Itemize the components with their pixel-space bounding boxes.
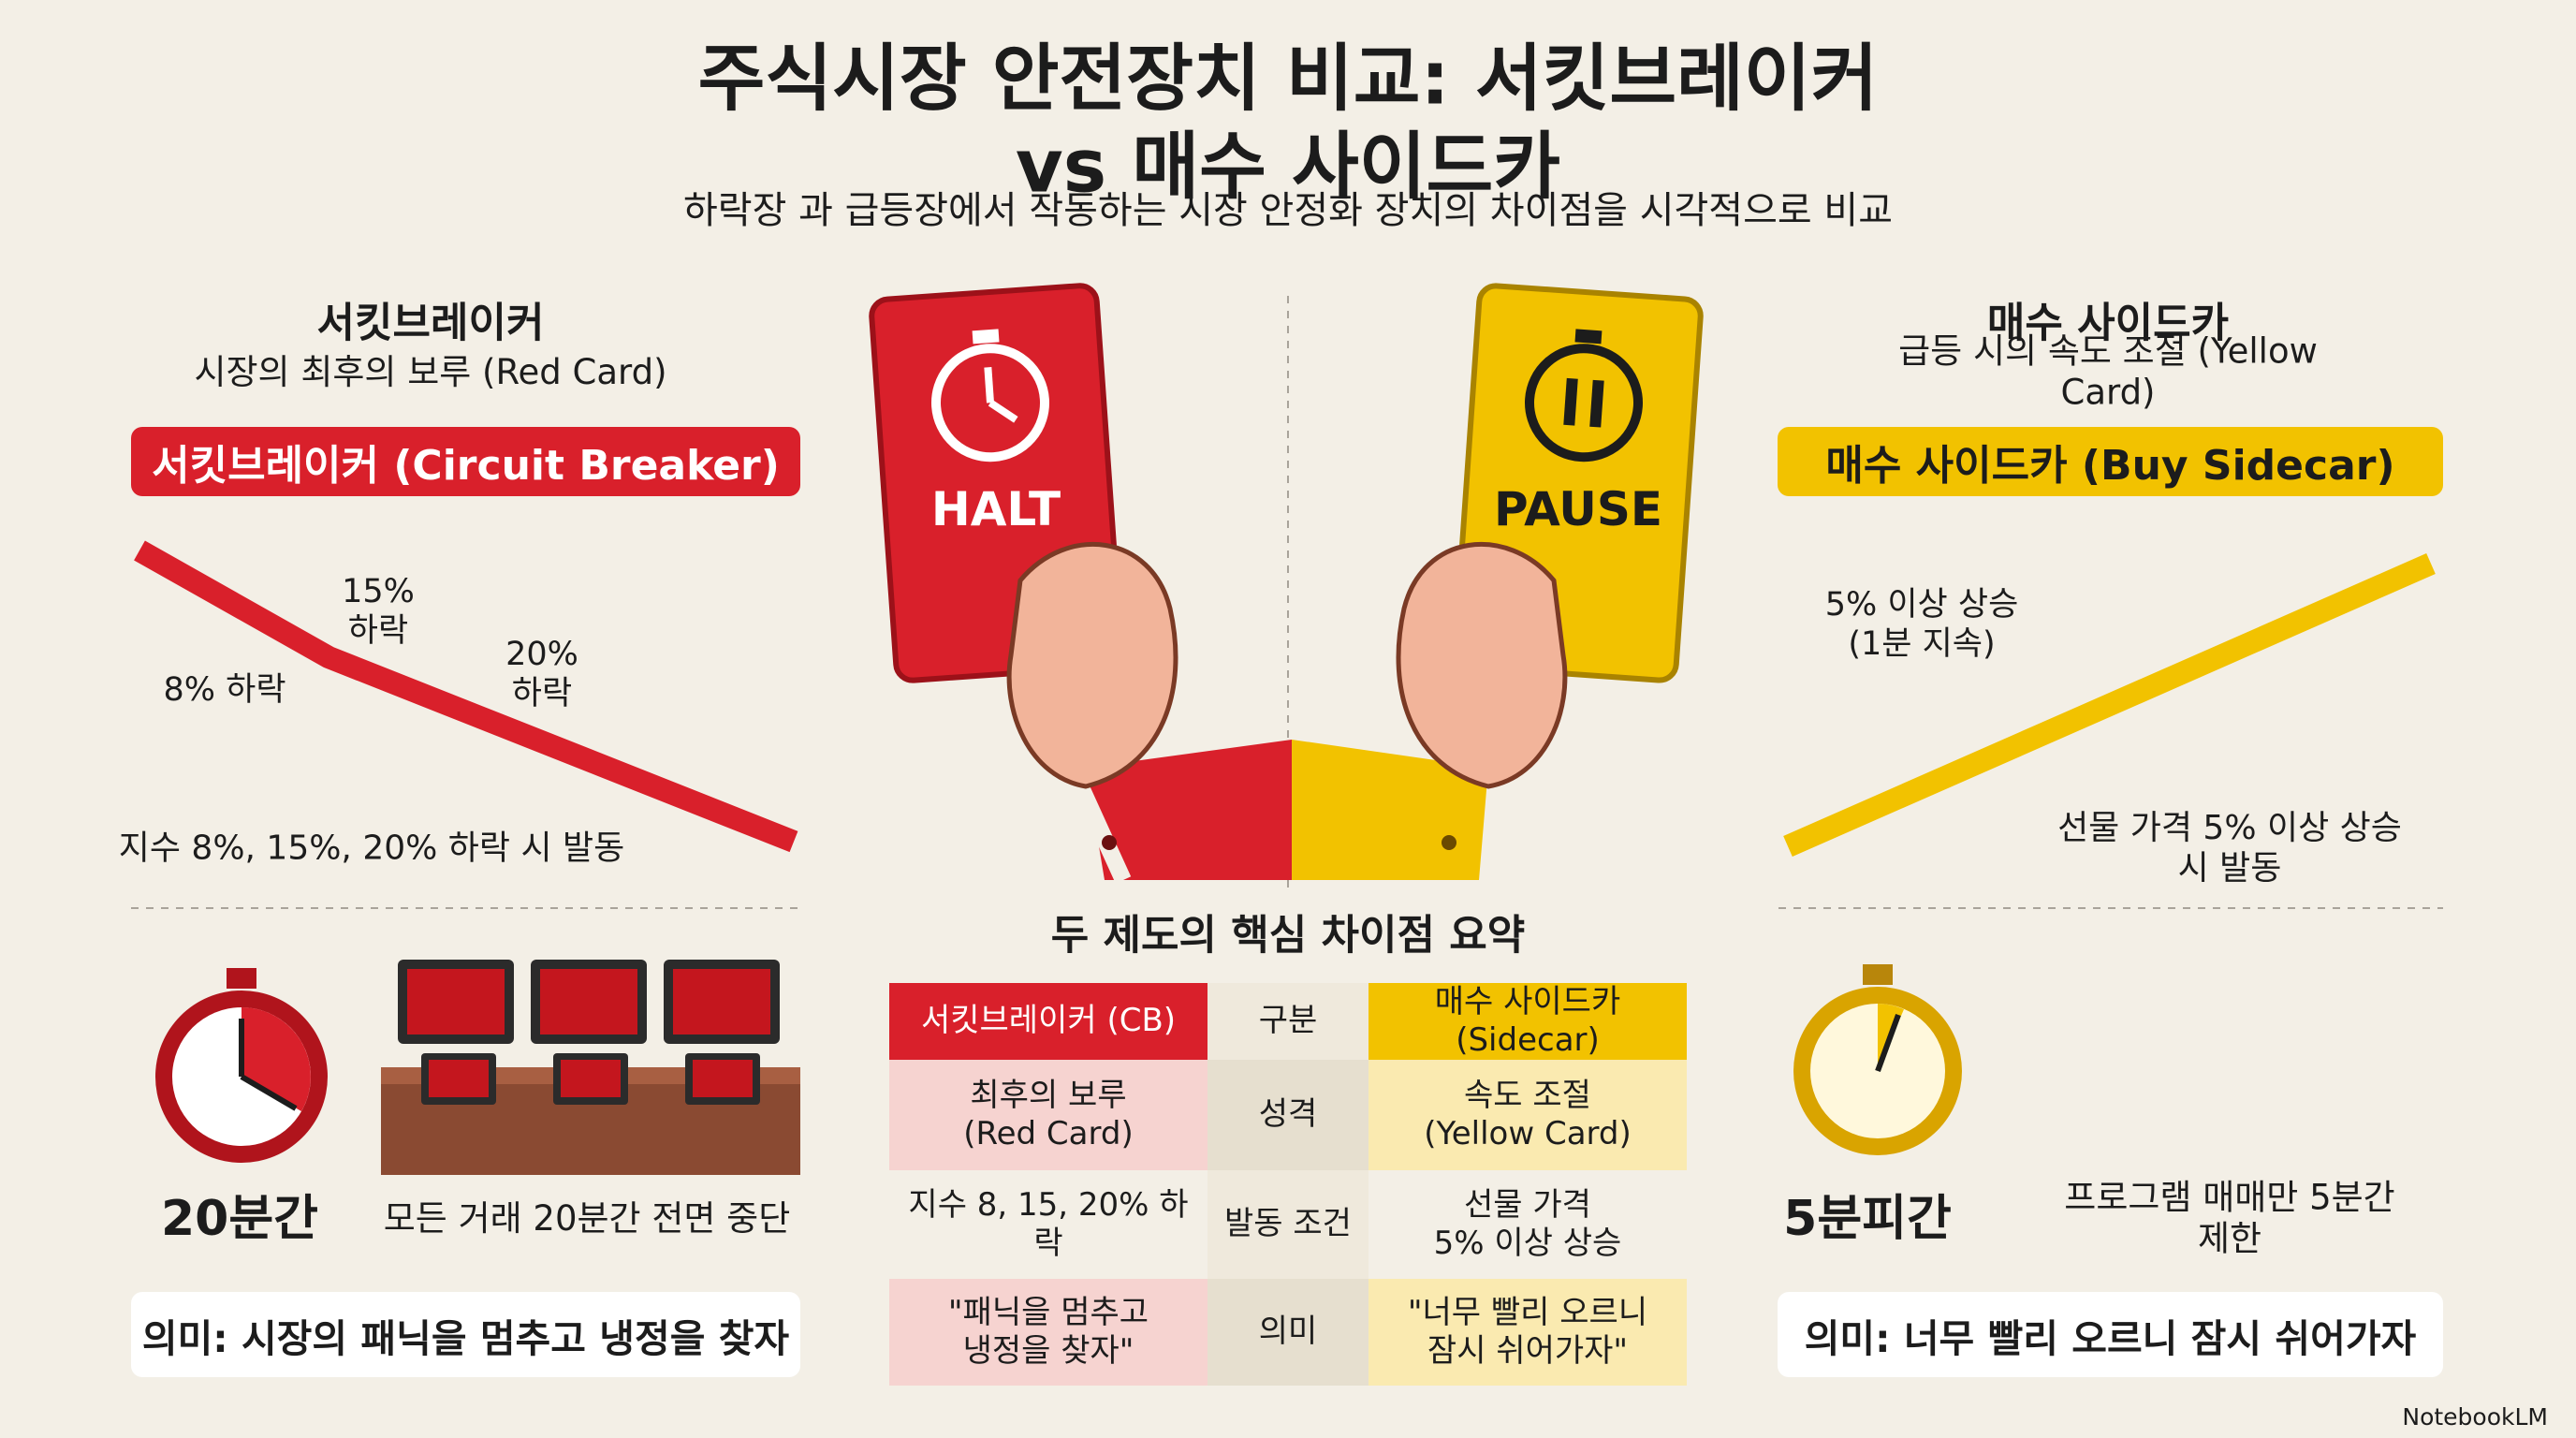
table-cell: 발동 조건 [1208, 1169, 1368, 1279]
table-row: 최후의 보루 (Red Card) 성격 속도 조절 (Yellow Card) [889, 1059, 1687, 1170]
graph-label: 15% 하락 [342, 573, 415, 650]
table-header: 서킷브레이커 (CB) 구분 매수 사이드카 (Sidecar) [889, 983, 1687, 1060]
table-cell: "너무 빨리 오르니 잠시 쉬어가자" [1368, 1278, 1687, 1386]
red-card-hand [869, 283, 1292, 884]
title: 주식시장 안전장치 비교: 서킷브레이커 vs 매수 사이드카 [697, 37, 1879, 209]
yellow-card-hand [1292, 283, 1704, 880]
comparison-table: 서킷브레이커 (CB) 구분 매수 사이드카 (Sidecar) 최후의 보루 … [889, 983, 1687, 1386]
table-cell: 최후의 보루 (Red Card) [889, 1059, 1208, 1170]
red-stopwatch [155, 968, 328, 1163]
right-subheading: 급등 시의 속도 조절 (Yellow Card) [1898, 330, 2318, 413]
table-cell: "패닉을 멈추고 냉정을 찾자" [889, 1278, 1208, 1386]
left-banner: 서킷브레이커 (Circuit Breaker) [131, 427, 800, 496]
halted-monitors [381, 960, 800, 1175]
right-banner: 매수 사이드카 (Buy Sidecar) [1778, 427, 2443, 496]
graph-label: 20% 하락 [505, 636, 578, 712]
down-trend-line [134, 540, 798, 853]
header-cell: 서킷브레이커 (CB) [889, 983, 1208, 1060]
header-cell: 매수 사이드카 (Sidecar) [1368, 983, 1687, 1060]
table-cell: 선물 가격 5% 이상 상승 [1368, 1169, 1687, 1279]
table-row: 지수 8, 15, 20% 하락 발동 조건 선물 가격 5% 이상 상승 [889, 1169, 1687, 1279]
table-cell: 속도 조절 (Yellow Card) [1368, 1059, 1687, 1170]
right-action: 프로그램 매매만 5분간 제한 [2064, 1177, 2395, 1259]
right-trigger: 선물 가격 5% 이상 상승 시 발동 [2057, 808, 2402, 888]
left-meaning: 의미: 시장의 패닉을 멈추고 냉정을 찾자 [131, 1292, 800, 1377]
left-action: 모든 거래 20분간 전면 중단 [383, 1197, 791, 1239]
graph-label: 5% 이상 상승 (1분 지속) [1824, 586, 2019, 663]
card-label: PAUSE [1494, 482, 1662, 536]
left-heading: 서킷브레이커 [316, 299, 545, 347]
brand: NotebookLM [2402, 1403, 2548, 1431]
left-subheading: 시장의 최후의 보루 (Red Card) [194, 351, 667, 392]
card-label: HALT [930, 482, 1061, 536]
left-duration: 20분간 [160, 1190, 319, 1247]
subtitle: 하락장 과 급등장에서 작동하는 시장 안정화 장치의 차이점을 시각적으로 비… [682, 189, 1894, 232]
yellow-stopwatch [1793, 964, 1962, 1155]
right-meaning: 의미: 너무 빨리 오르니 잠시 쉬어가자 [1778, 1292, 2443, 1377]
header-cell: 구분 [1208, 983, 1368, 1060]
right-duration: 5분피간 [1783, 1190, 1952, 1247]
right-heading: 매수 사이드카 [1986, 299, 2230, 347]
table-row: "패닉을 멈추고 냉정을 찾자" 의미 "너무 빨리 오르니 잠시 쉬어가자" [889, 1278, 1687, 1386]
graph-label: 8% 하락 [163, 671, 286, 709]
table-cell: 지수 8, 15, 20% 하락 [889, 1169, 1208, 1279]
table-cell: 의미 [1208, 1278, 1368, 1386]
up-trend-line [1783, 553, 2436, 857]
table-title: 두 제도의 핵심 차이점 요약 [1050, 911, 1526, 960]
table-cell: 성격 [1208, 1059, 1368, 1170]
left-trigger: 지수 8%, 15%, 20% 하락 시 발동 [118, 829, 625, 868]
